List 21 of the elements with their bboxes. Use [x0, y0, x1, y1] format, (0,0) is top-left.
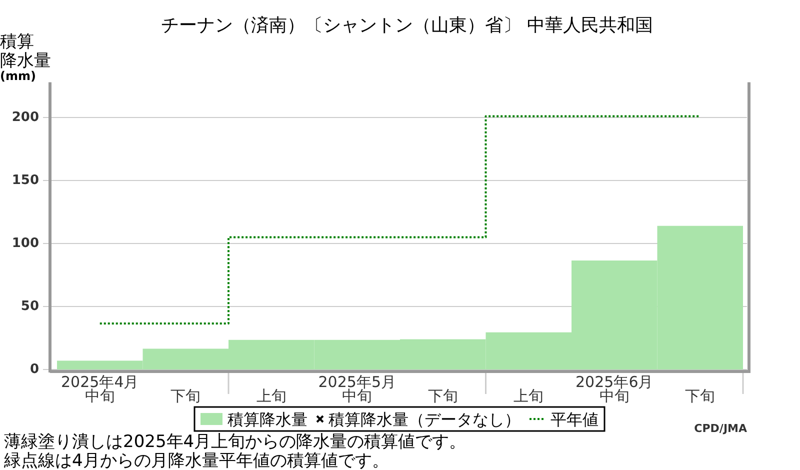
y-axis-title: 積算降水量(mm): [0, 32, 51, 83]
text: 薄緑塗り潰しは2025年4月上旬からの降水量の積算値です。: [4, 432, 466, 452]
chart-title: チーナン（済南）〔シャントン（山東）省〕 中華人民共和国: [161, 15, 653, 36]
x-tick-label: 上旬: [256, 387, 286, 405]
x-tick-label: 上旬: [514, 387, 544, 405]
y-tick-label: 150: [12, 173, 39, 188]
text: CPD/JMA: [694, 422, 748, 435]
y-tick-label: 200: [12, 110, 39, 125]
y-tick-label: 0: [30, 362, 39, 377]
legend-label: 積算降水量（データなし）: [328, 410, 520, 429]
legend-label: 平年値: [550, 410, 598, 429]
x-tick-label: 2025年6月中旬: [576, 373, 654, 405]
text: 緑点線は4月からの月降水量平年値の積算値です。: [3, 451, 389, 470]
y-tick-label: 50: [20, 299, 39, 314]
x-tick-label: 2025年4月中旬: [61, 373, 139, 405]
x-tick-label: 下旬: [170, 387, 201, 405]
x-tick-label: 下旬: [685, 387, 716, 405]
legend-label: 積算降水量: [228, 410, 308, 429]
y-tick-label: 100: [12, 236, 39, 251]
x-tick-label: 2025年5月中旬: [318, 373, 396, 405]
x-tick-label: 下旬: [428, 387, 458, 405]
